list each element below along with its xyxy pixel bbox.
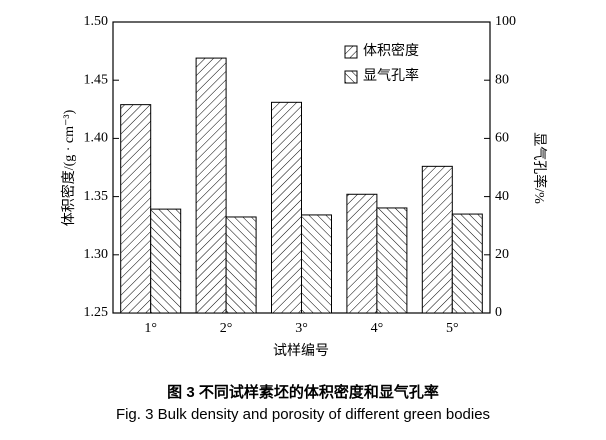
y2-tick-label: 20 (495, 247, 509, 262)
legend-label: 体积密度 (363, 42, 419, 59)
y-tick-label: 1.35 (84, 189, 109, 204)
bar (346, 193, 378, 314)
x-tick-label: 5° (446, 321, 459, 336)
legend-label: 显气孔率 (363, 67, 419, 84)
y2-tick-label: 100 (495, 14, 516, 29)
caption-en: Fig. 3 Bulk density and porosity of diff… (116, 406, 490, 423)
bar (195, 57, 227, 314)
y2-tick-label: 40 (495, 189, 509, 204)
y2-tick-label: 80 (495, 72, 509, 87)
x-tick-label: 1° (144, 321, 157, 336)
y-axis-label: 体积密度/(g · cm⁻³) (60, 109, 77, 226)
x-tick-label: 3° (295, 321, 308, 336)
y-tick-label: 1.25 (84, 305, 109, 320)
bar (421, 165, 453, 314)
bar (271, 101, 302, 314)
y-tick-label: 1.45 (84, 72, 109, 87)
bar (150, 208, 182, 314)
y-tick-label: 1.50 (84, 14, 109, 29)
bar (376, 207, 408, 314)
bar (451, 213, 483, 314)
legend-swatch (344, 70, 358, 84)
y2-axis-label: 显气孔率/% (531, 132, 548, 204)
caption-cn: 图 3 不同试样素坯的体积密度和显气孔率 (167, 383, 439, 401)
y-tick-label: 1.40 (84, 131, 109, 146)
x-tick-label: 4° (371, 321, 384, 336)
y2-tick-label: 60 (495, 131, 509, 146)
x-axis-label: 试样编号 (273, 343, 329, 359)
y-tick-label: 1.30 (84, 247, 109, 262)
y2-tick-label: 0 (495, 305, 502, 320)
x-tick-label: 2° (220, 321, 233, 336)
bar (301, 214, 332, 314)
bar (120, 104, 152, 314)
legend-swatch (344, 45, 358, 59)
bar (225, 216, 257, 314)
